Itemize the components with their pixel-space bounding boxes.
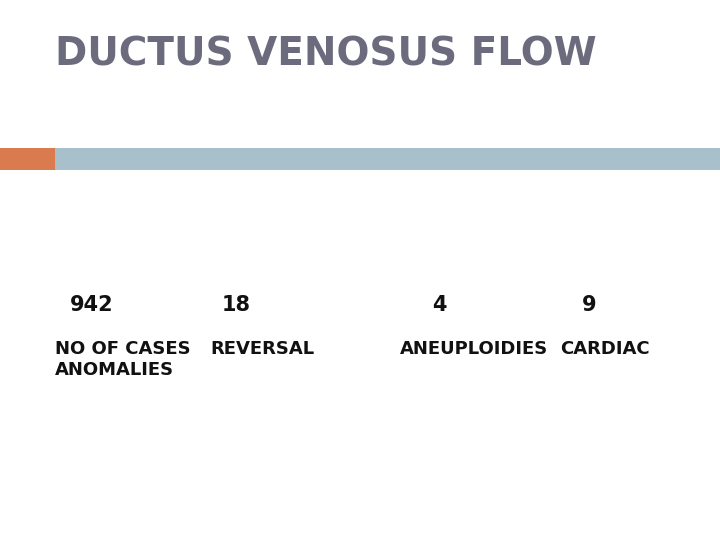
Bar: [0, 148, 55, 170]
Text: NO OF CASES
ANOMALIES: NO OF CASES ANOMALIES: [55, 340, 191, 379]
Text: 942: 942: [70, 295, 114, 315]
Text: 9: 9: [582, 295, 597, 315]
Text: 4: 4: [432, 295, 446, 315]
Bar: [55, 148, 720, 170]
Text: 18: 18: [222, 295, 251, 315]
Text: CARDIAC: CARDIAC: [560, 340, 649, 358]
Text: ANEUPLOIDIES: ANEUPLOIDIES: [400, 340, 548, 358]
Text: DUCTUS VENOSUS FLOW: DUCTUS VENOSUS FLOW: [55, 35, 597, 73]
Text: REVERSAL: REVERSAL: [210, 340, 314, 358]
